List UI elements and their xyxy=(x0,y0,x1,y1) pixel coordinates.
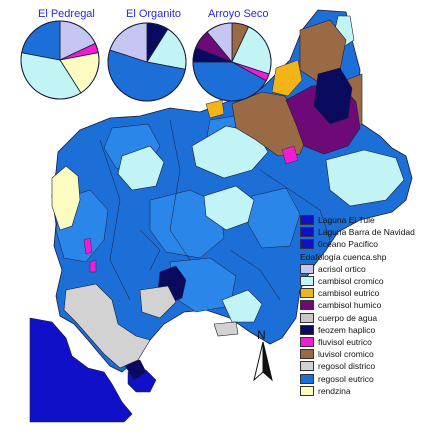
boundary-line-2 xyxy=(169,119,191,261)
legend-class-row: fluvisol eutrico xyxy=(300,336,436,348)
pie-outline xyxy=(20,20,100,100)
cromico-west xyxy=(117,145,165,191)
legend-swatch xyxy=(300,373,314,384)
legend-swatch xyxy=(300,227,314,238)
legend-class-row: regosol eutrico xyxy=(300,372,436,384)
legend-label: fluvisol eutrico xyxy=(318,336,372,347)
legend-class-row: luvisol cromico xyxy=(300,348,436,360)
cromico-east xyxy=(325,149,405,207)
cambisol-cromico-zones xyxy=(117,15,405,323)
ocean-pacifico xyxy=(29,317,133,423)
boundary-line-4 xyxy=(229,249,281,301)
legend-swatch xyxy=(300,300,314,311)
legend-swatch xyxy=(300,349,314,360)
north-arrow-icon xyxy=(253,341,273,382)
legend-layer-row: Laguna Barra de Navidad xyxy=(300,226,436,238)
pie-title-arroyo-seco: Arroyo Seco xyxy=(208,8,269,20)
legend-class-row: rendzina xyxy=(300,385,436,397)
cromico-north xyxy=(191,125,269,179)
legend-class-row: cambisol eutrico xyxy=(300,287,436,299)
legend-label: cambisol eutrico xyxy=(318,288,380,299)
legend-label: cuerpo de agua xyxy=(318,312,378,323)
legend-swatch xyxy=(300,324,314,335)
pie-title-el-organito: El Organito xyxy=(126,8,182,20)
eutrico-small xyxy=(205,99,225,119)
legend-swatch xyxy=(300,276,314,287)
legend-class-row: acrisol ortico xyxy=(300,263,436,275)
legend-label: cambisol humico xyxy=(318,300,382,311)
north-arrow-light-half xyxy=(253,341,264,382)
legend-class-row: cambisol cromico xyxy=(300,275,436,287)
legend-class-row: feozem haplico xyxy=(300,324,436,336)
fluvisol-eutrico-zones xyxy=(83,145,299,273)
cromico-lower xyxy=(221,289,263,323)
north-label: N xyxy=(257,328,266,342)
boundary-line-5 xyxy=(139,229,161,271)
regosol-districo-zones xyxy=(63,283,239,369)
cromico-center xyxy=(203,185,255,231)
map-legend: Laguna El Tule Laguna Barra de Navidad 0… xyxy=(300,214,436,397)
pie-arroyo-seco xyxy=(192,22,272,102)
legend-swatch xyxy=(300,239,314,250)
legend-label: feozem haplico xyxy=(318,324,376,335)
fluvisol-east xyxy=(281,145,299,165)
legend-layer-row: 0céano Pacifico xyxy=(300,238,436,250)
fluvisol-west xyxy=(83,237,93,255)
rendzina-zone xyxy=(51,165,81,231)
feozem-east xyxy=(313,67,353,125)
pie-charts xyxy=(20,20,272,102)
legend-class-row: cuerpo de agua xyxy=(300,312,436,324)
legend-label: Laguna Barra de Navidad xyxy=(318,227,415,238)
internal-boundaries xyxy=(99,119,331,301)
legend-label: Laguna El Tule xyxy=(318,215,375,226)
legend-layer-row: Laguna El Tule xyxy=(300,214,436,226)
districo-south xyxy=(63,283,151,369)
legend-swatch xyxy=(300,215,314,226)
pie-outline xyxy=(192,22,272,102)
legend-heading: Edafología cuenca.shp xyxy=(300,251,387,262)
agua-patch xyxy=(213,321,239,337)
legend-swatch xyxy=(300,312,314,323)
legend-swatch xyxy=(300,288,314,299)
pie-outline xyxy=(107,22,187,102)
legend-classes: acrisol ortico cambisol cromico cambisol e… xyxy=(300,263,436,397)
legend-swatch xyxy=(300,263,314,274)
legend-swatch xyxy=(300,361,314,372)
subbasin-east xyxy=(247,187,301,249)
legend-label: regosol districo xyxy=(318,361,376,372)
districo-center xyxy=(139,285,177,319)
boundary-line-3 xyxy=(259,169,331,241)
pie-el-organito xyxy=(107,22,187,102)
legend-swatch xyxy=(300,336,314,347)
legend-label: cambisol cromico xyxy=(318,276,384,287)
boundary-line-1 xyxy=(99,139,131,301)
legend-swatch xyxy=(300,385,314,396)
pie-el-pedregal xyxy=(20,20,100,100)
legend-label: luvisol cromico xyxy=(318,349,374,360)
legend-label: regosol eutrico xyxy=(318,373,374,384)
pie-slice-regosol-eutrico xyxy=(21,20,61,61)
pie-title-el-pedregal: El Pedregal xyxy=(38,8,95,20)
legend-class-row: regosol districo xyxy=(300,360,436,372)
north-arrow-outline xyxy=(262,341,273,382)
legend-class-row: cambisol humico xyxy=(300,299,436,311)
legend-label: rendzina xyxy=(318,385,351,396)
fluvisol-sw xyxy=(89,259,97,273)
eutrico-band xyxy=(271,59,303,97)
legend-label: acrisol ortico xyxy=(318,263,366,274)
legend-label: 0céano Pacifico xyxy=(318,239,379,250)
